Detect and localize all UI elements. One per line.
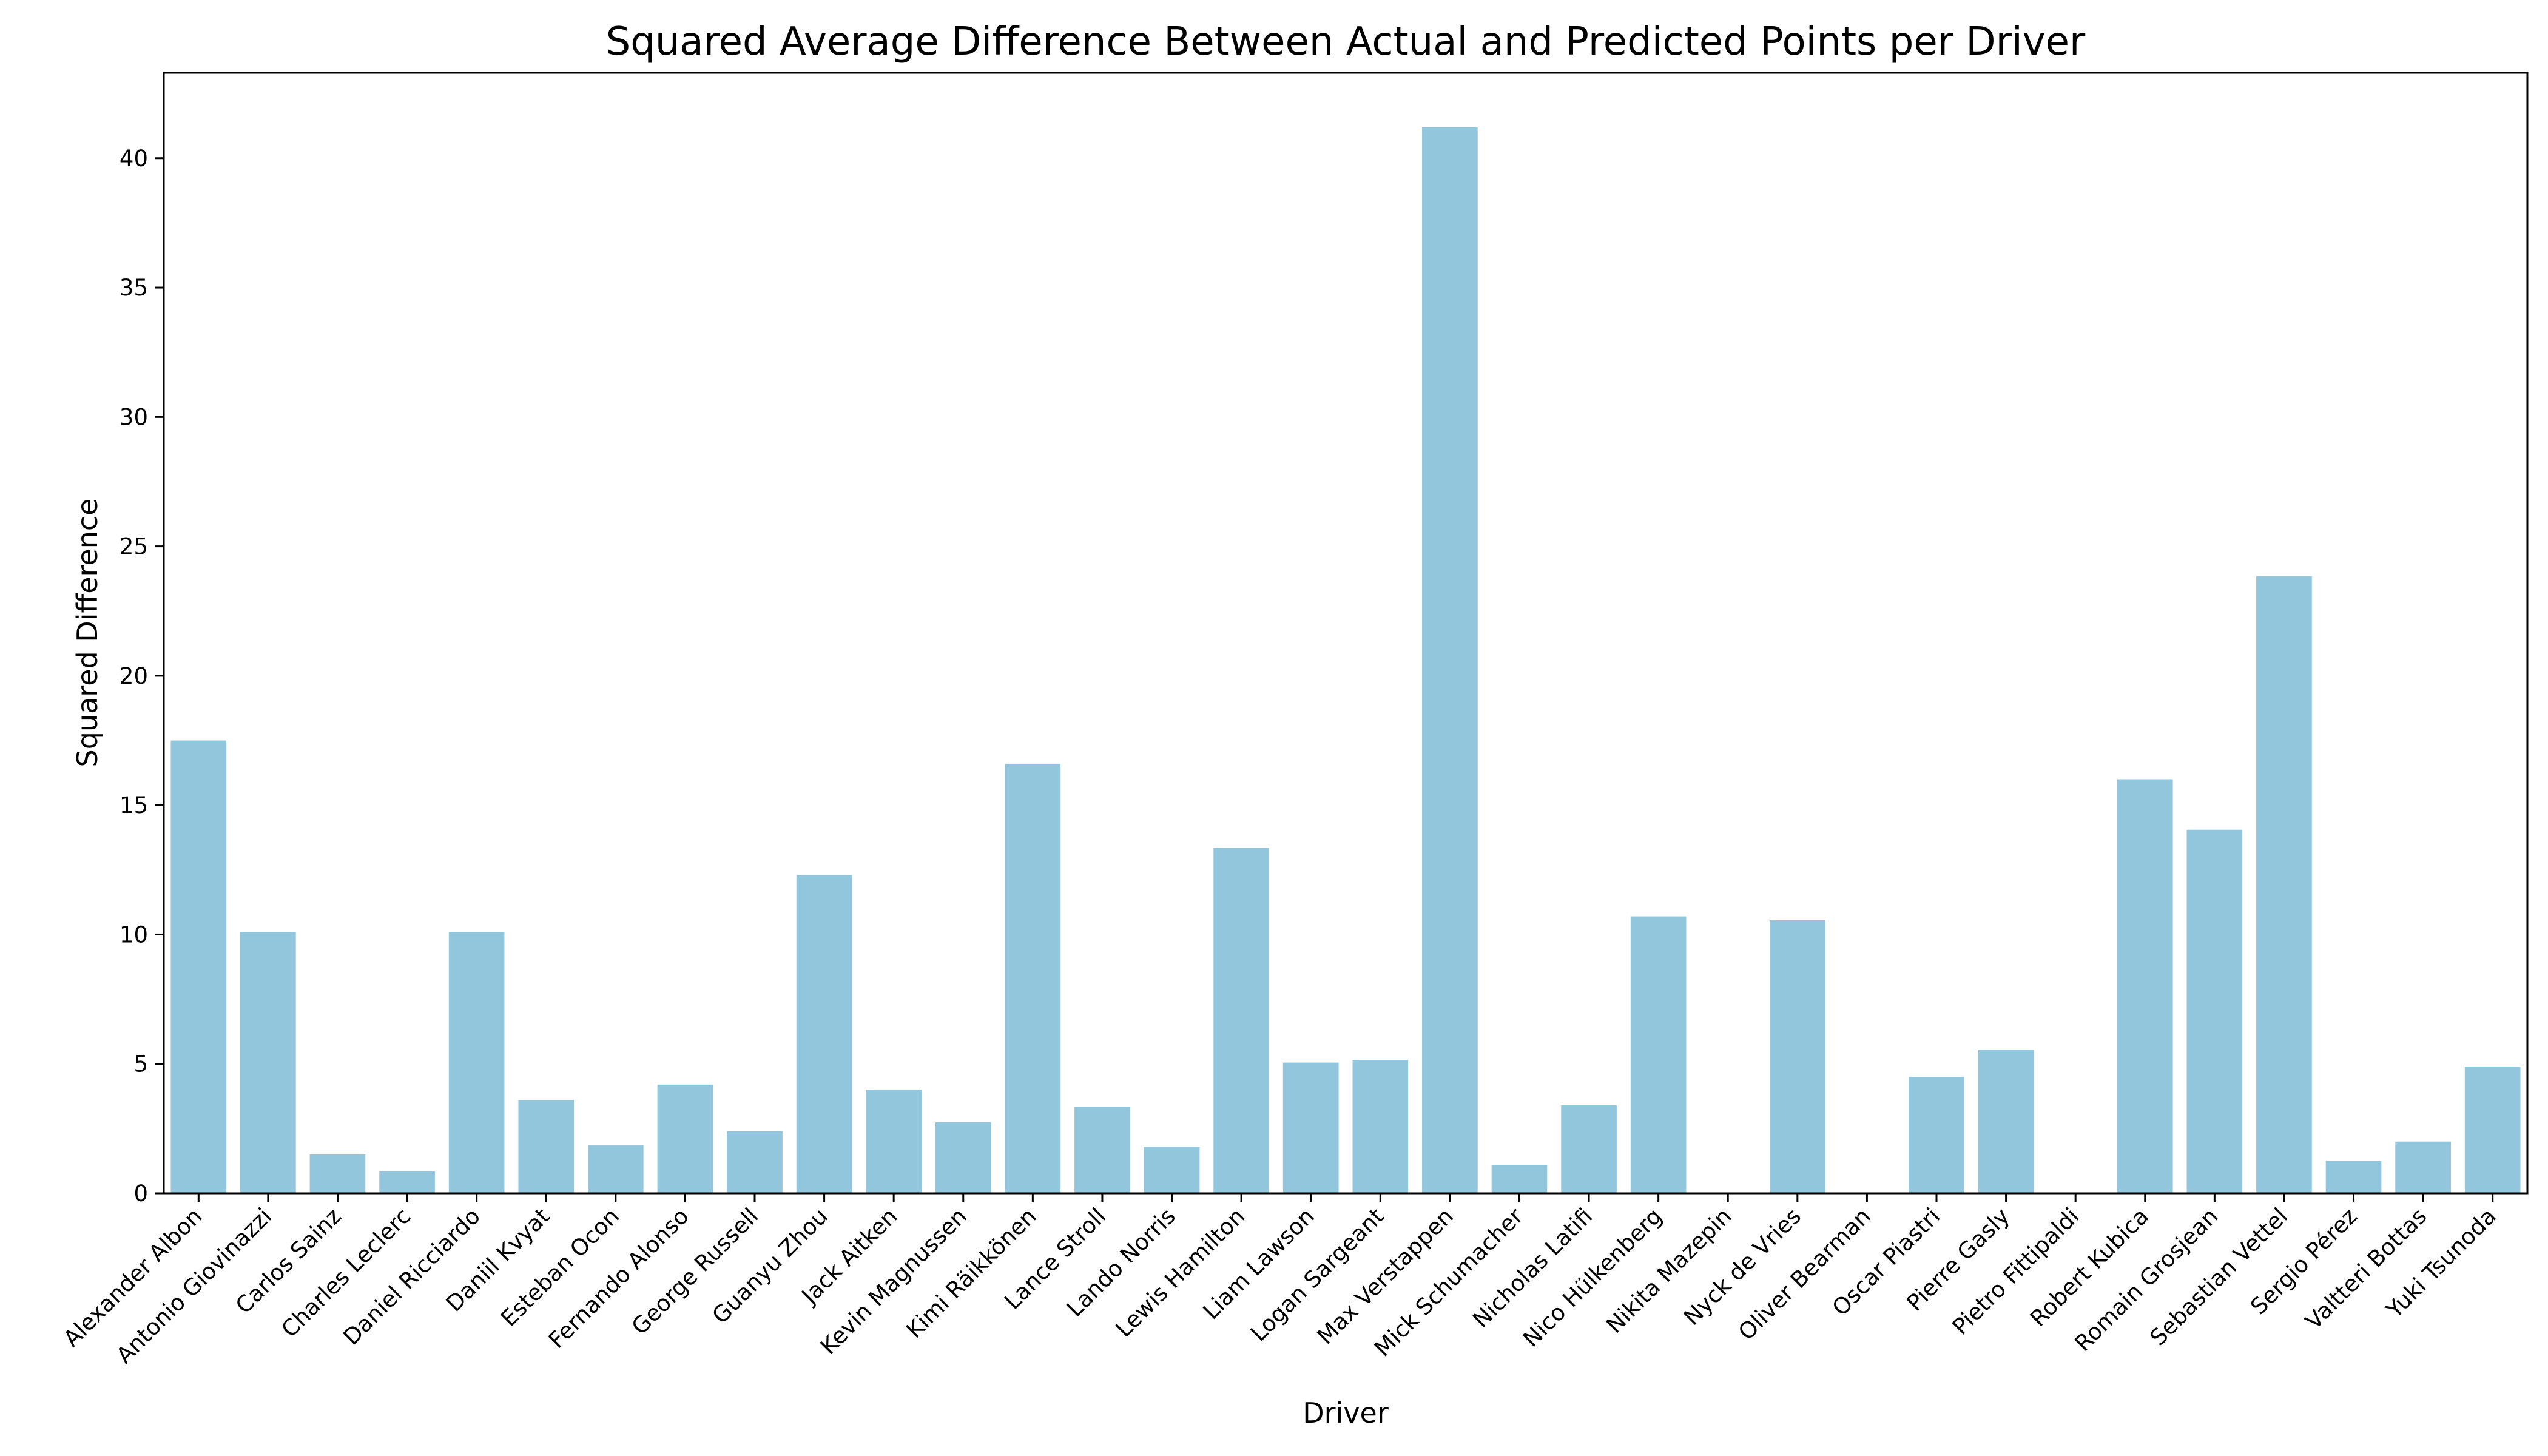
bar [1422, 127, 1478, 1193]
bar [2117, 779, 2173, 1193]
y-tick-label: 0 [133, 1181, 148, 1207]
bar [1909, 1077, 1964, 1193]
x-tick-label: Oliver Bearman [1733, 1203, 1876, 1346]
bar [1074, 1107, 1130, 1193]
plot-frame [163, 72, 2529, 1195]
y-axis-ticks: 0 5 10 15 20 25 30 35 40 [120, 146, 164, 1207]
x-tick-label: Robert Kubica [2025, 1203, 2154, 1332]
bar [1978, 1050, 2034, 1193]
bar [1005, 763, 1061, 1193]
bars-group [170, 127, 2521, 1193]
bar [448, 932, 505, 1193]
bar [2395, 1141, 2451, 1193]
bar [240, 932, 296, 1193]
y-tick-label: 25 [120, 534, 148, 560]
bar [1352, 1060, 1409, 1193]
y-tick-label: 35 [120, 275, 148, 301]
y-tick-label: 5 [133, 1051, 148, 1077]
bar [587, 1145, 644, 1193]
bar [935, 1122, 991, 1193]
bar [518, 1100, 575, 1193]
bar [1630, 916, 1687, 1193]
y-tick-label: 30 [120, 404, 148, 430]
bar [1282, 1062, 1339, 1193]
x-tick-label: Valtteri Bottas [2300, 1203, 2432, 1335]
bar [796, 875, 852, 1193]
x-axis-label: Driver [1303, 1397, 1389, 1429]
bar [309, 1154, 366, 1193]
bar [1213, 848, 1269, 1193]
bar [2464, 1066, 2521, 1193]
y-tick-label: 40 [120, 146, 148, 172]
bar [1769, 920, 1825, 1193]
y-axis-label: Squared Difference [71, 499, 104, 767]
y-tick-label: 15 [120, 792, 148, 818]
chart-title: Squared Average Difference Between Actua… [606, 19, 2086, 64]
x-tick-label: Esteban Ocon [496, 1203, 624, 1332]
bar [170, 740, 227, 1193]
bar [2256, 576, 2312, 1193]
x-tick-label: George Russell [627, 1203, 764, 1340]
x-tick-label: Charles Leclerc [277, 1203, 416, 1343]
x-tick-label: Nyck de Vries [1679, 1203, 1806, 1330]
x-tick-label: Pietro Fittipaldi [1947, 1203, 2085, 1340]
y-tick-label: 10 [120, 922, 148, 948]
x-tick-label: Lewis Hamilton [1111, 1203, 1250, 1343]
bar [866, 1090, 922, 1193]
bar [727, 1131, 783, 1193]
y-tick-label: 20 [120, 663, 148, 689]
bar [657, 1084, 713, 1193]
x-tick-label: Nicholas Latifi [1468, 1203, 1597, 1333]
x-tick-label: Kimi Räikkönen [901, 1203, 1041, 1343]
bar [2325, 1161, 2382, 1193]
bar [2186, 829, 2243, 1193]
bar [1144, 1147, 1200, 1193]
x-tick-label: Nikita Mazepin [1601, 1203, 1736, 1338]
bar [1561, 1105, 1617, 1193]
bar [1491, 1165, 1548, 1193]
bar [379, 1171, 435, 1193]
